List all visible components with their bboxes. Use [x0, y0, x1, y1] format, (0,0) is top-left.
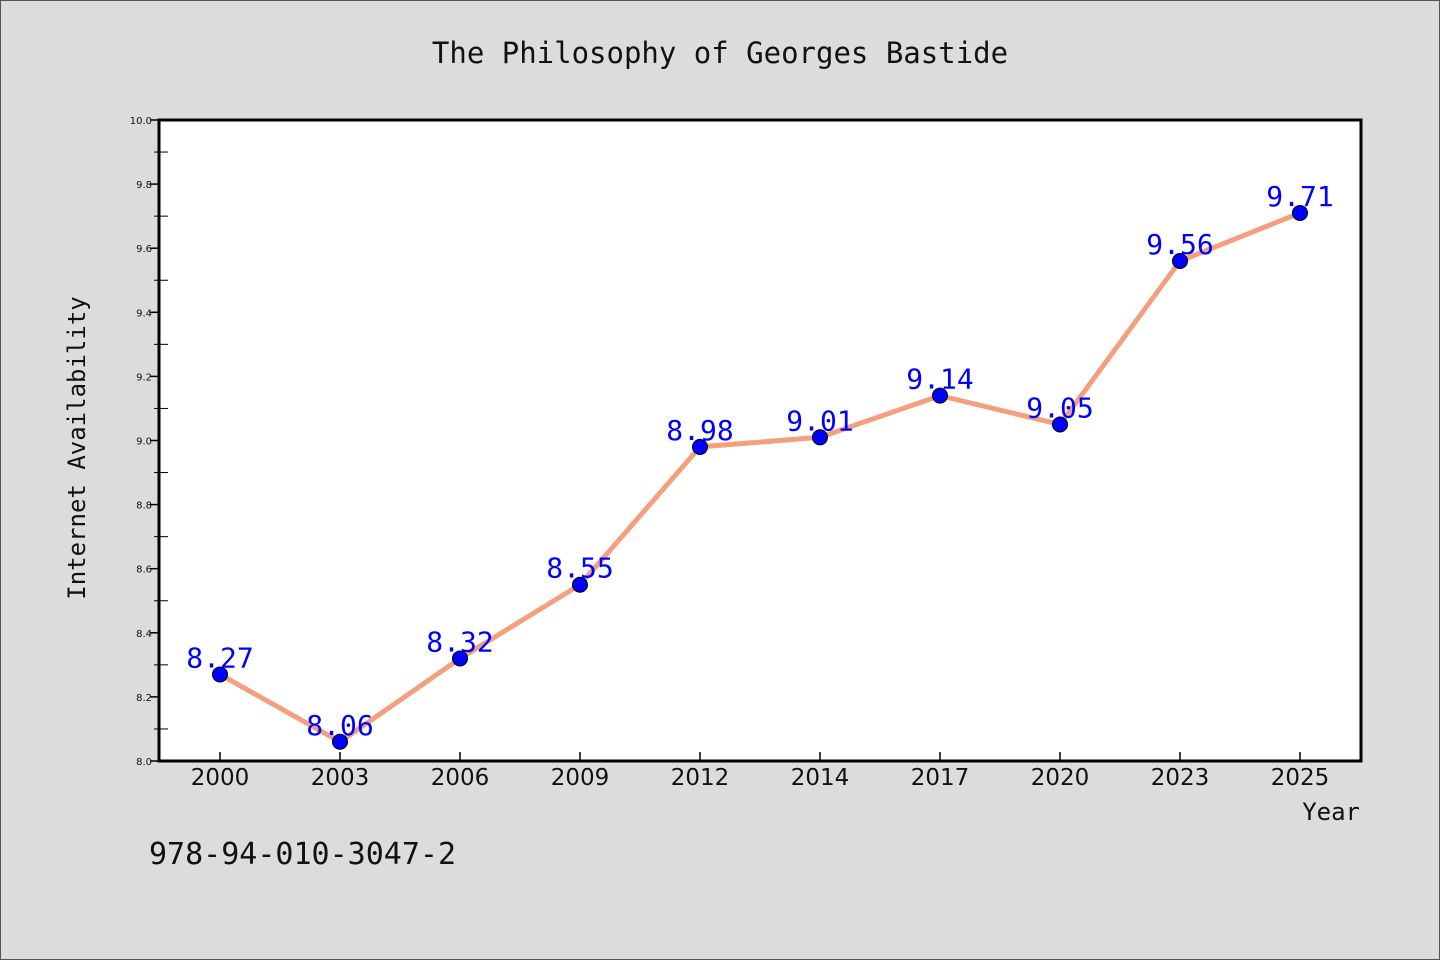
data-point — [1052, 416, 1068, 433]
x-axis: 2000 2003 2006 2009 2012 2014 2017 2020 2023 2025 — [191, 752, 1330, 791]
data-point — [572, 576, 588, 593]
y-tick-label: 9.4 — [136, 308, 152, 319]
y-tick-label: 8.4 — [136, 629, 152, 640]
data-label: 8.98 — [666, 414, 733, 447]
data-label: 8.27 — [186, 641, 253, 674]
data-point — [932, 387, 948, 404]
data-point — [212, 666, 228, 683]
data-label: 8.32 — [426, 625, 493, 658]
y-tick-label: 8.8 — [136, 501, 152, 512]
data-label: 9.01 — [786, 404, 853, 437]
x-tick-label: 2012 — [671, 765, 730, 791]
y-tick-label: 8.2 — [136, 693, 152, 704]
data-label: 9.05 — [1026, 391, 1093, 424]
x-axis-label: Year — [1302, 798, 1360, 826]
x-tick-label: 2009 — [551, 765, 610, 791]
y-tick-label: 8.0 — [136, 757, 152, 768]
y-tick-label: 9.2 — [136, 372, 152, 383]
data-label: 8.06 — [306, 709, 373, 742]
data-label: 9.14 — [906, 363, 973, 396]
data-label: 9.71 — [1266, 180, 1333, 213]
y-tick-label: 10.0 — [130, 116, 152, 127]
series-line — [217, 210, 1303, 745]
data-point — [812, 429, 828, 446]
data-point — [692, 438, 708, 455]
y-tick-label: 9.0 — [136, 437, 152, 448]
y-axis: 8.0 8.2 8.4 8.6 8.8 9.0 9.2 9.4 9.6 9.8 10.0 — [130, 116, 168, 768]
y-tick-label: 8.6 — [136, 565, 152, 576]
x-tick-label: 2000 — [191, 765, 250, 791]
x-tick-label: 2003 — [311, 765, 370, 791]
y-tick-label: 9.6 — [136, 244, 152, 255]
x-tick-label: 2006 — [431, 765, 490, 791]
x-tick-label: 2020 — [1031, 765, 1090, 791]
x-tick-label: 2014 — [791, 765, 850, 791]
data-label: 8.55 — [546, 552, 613, 585]
data-label: 9.56 — [1146, 228, 1213, 261]
data-point — [332, 733, 348, 750]
data-labels: 8.27 8.06 8.32 8.55 8.98 9.01 9.14 9.05 9.56 9.71 — [186, 180, 1333, 742]
isbn-annotation: 978-94-010-3047-2 — [149, 837, 456, 872]
y-axis-label: Internet Availability — [63, 296, 91, 599]
x-tick-label: 2023 — [1151, 765, 1210, 791]
data-point — [452, 650, 468, 667]
y-tick-label: 9.8 — [136, 180, 152, 191]
chart-title: The Philosophy of Georges Bastide — [432, 36, 1008, 70]
data-point — [1172, 253, 1188, 270]
series-markers — [212, 204, 1308, 750]
x-tick-label: 2025 — [1271, 765, 1330, 791]
x-tick-label: 2017 — [911, 765, 970, 791]
data-point — [1292, 204, 1308, 221]
